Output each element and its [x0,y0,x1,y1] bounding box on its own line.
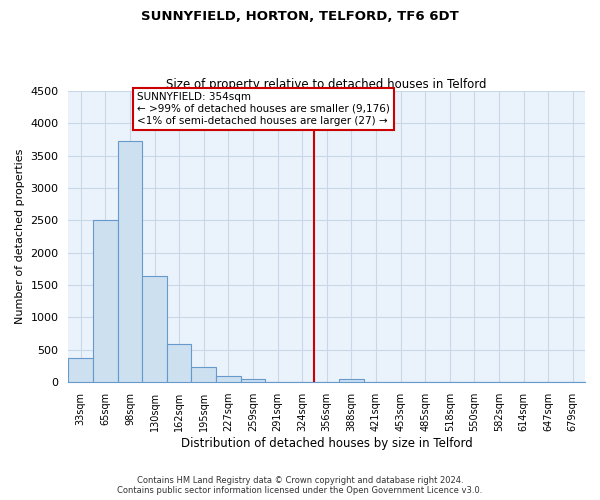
Bar [118,142,142,382]
Bar [68,358,93,382]
Title: Size of property relative to detached houses in Telford: Size of property relative to detached ho… [166,78,487,91]
Text: SUNNYFIELD: 354sqm
← >99% of detached houses are smaller (9,176)
<1% of semi-det: SUNNYFIELD: 354sqm ← >99% of detached ho… [137,92,390,126]
Text: SUNNYFIELD, HORTON, TELFORD, TF6 6DT: SUNNYFIELD, HORTON, TELFORD, TF6 6DT [141,10,459,23]
Text: Contains HM Land Registry data © Crown copyright and database right 2024.
Contai: Contains HM Land Registry data © Crown c… [118,476,482,495]
Bar [339,378,364,382]
Bar [142,276,167,382]
Y-axis label: Number of detached properties: Number of detached properties [15,149,25,324]
X-axis label: Distribution of detached houses by size in Telford: Distribution of detached houses by size … [181,437,473,450]
Bar [167,344,191,382]
Bar [93,220,118,382]
Bar [216,376,241,382]
Bar [191,367,216,382]
Bar [241,378,265,382]
